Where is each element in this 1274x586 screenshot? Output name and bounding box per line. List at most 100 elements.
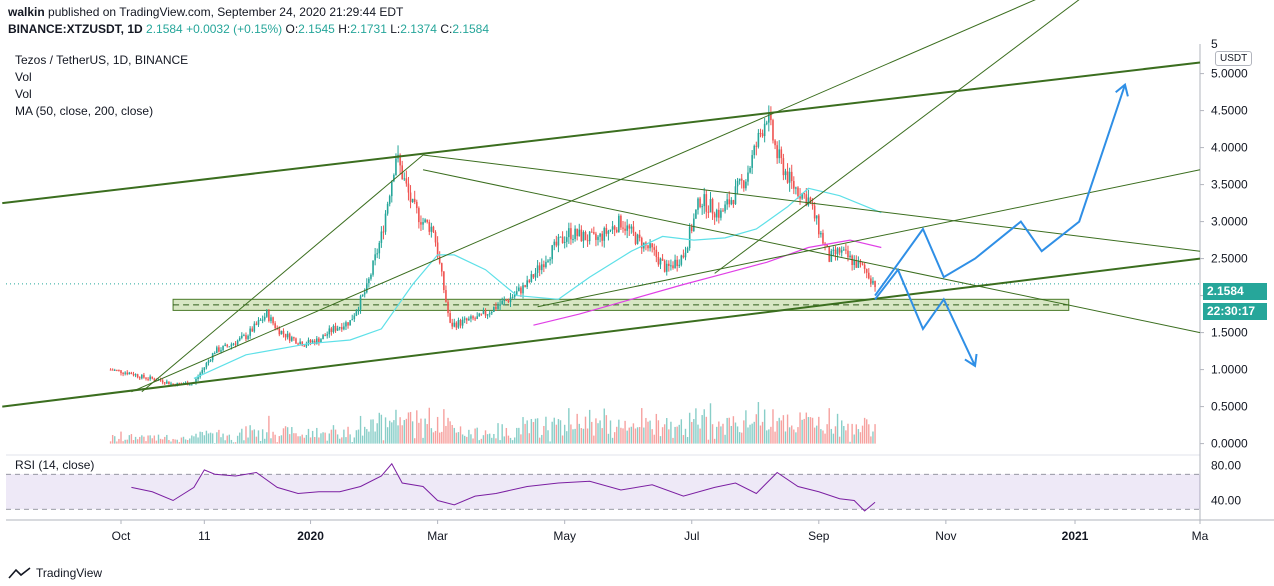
volume-bar <box>853 434 855 444</box>
volume-bar <box>443 409 445 444</box>
candle-body <box>418 208 420 223</box>
volume-bar <box>530 418 533 444</box>
price-tick-label-1: 0.5000 <box>1211 400 1248 414</box>
legend-ma[interactable]: MA (50, close, 200, close) <box>15 104 154 118</box>
volume-bar <box>513 437 516 444</box>
volume-bar <box>711 424 714 444</box>
candle-body <box>874 280 876 288</box>
candle-body <box>584 232 587 241</box>
volume-bar <box>791 425 793 444</box>
volume-bar <box>241 428 243 444</box>
candle-body <box>384 213 387 232</box>
candle-body <box>603 227 606 241</box>
candle-body <box>307 339 310 345</box>
candle-body <box>803 193 806 195</box>
candle-body <box>378 242 381 254</box>
time-label-8: 2021 <box>1062 529 1089 543</box>
volume-bar <box>653 434 655 444</box>
candle-body <box>830 250 833 262</box>
volume-bar <box>226 435 228 444</box>
candle-body <box>797 187 799 197</box>
candle-body <box>524 285 526 287</box>
legend-title[interactable]: Tezos / TetherUS, 1D, BINANCE <box>15 53 189 67</box>
volume-bar <box>666 418 668 444</box>
volume-bar <box>659 436 662 444</box>
candle-body <box>863 264 866 269</box>
candle-body <box>453 322 456 327</box>
candle-body <box>365 283 368 293</box>
volume-bar <box>134 436 137 444</box>
volume-bar <box>428 407 430 444</box>
volume-bar <box>734 422 737 444</box>
volume-bar <box>634 428 637 444</box>
high-label: H: <box>338 22 351 36</box>
candle-body <box>530 274 533 283</box>
candle-body <box>818 215 820 235</box>
author-name[interactable]: walkin <box>8 5 45 19</box>
volume-bar <box>201 432 203 444</box>
legend-rsi[interactable]: RSI (14, close) <box>15 458 95 472</box>
candle-body <box>359 296 362 310</box>
candle-body <box>361 294 364 297</box>
legend-vol-1[interactable]: Vol <box>15 70 32 84</box>
candle-body <box>159 379 162 381</box>
candle-body <box>270 317 272 322</box>
candle-body <box>765 122 768 124</box>
volume-bar <box>703 409 705 444</box>
candle-body <box>751 155 753 168</box>
volume-bar <box>401 425 403 444</box>
candle-body <box>532 274 535 278</box>
volume-bar <box>130 434 133 444</box>
candle-body <box>257 320 260 325</box>
volume-bar <box>355 430 358 444</box>
candle-body <box>205 362 208 368</box>
volume-bar <box>303 437 306 444</box>
volume-bar <box>380 414 383 444</box>
candle-body <box>722 210 724 212</box>
candle-body <box>726 199 728 205</box>
volume-bar <box>418 422 420 444</box>
volume-bar <box>328 433 330 444</box>
candle-body <box>320 339 322 343</box>
tradingview-logo[interactable]: TradingView <box>8 566 102 580</box>
volume-bar <box>255 436 258 444</box>
volume-bar <box>551 421 553 444</box>
volume-bar <box>851 423 853 444</box>
candle-body <box>322 335 324 340</box>
candle-body <box>255 323 258 325</box>
price-tick-label-9: 4.5000 <box>1211 104 1248 118</box>
candle-body <box>559 236 562 238</box>
legend-vol-2[interactable]: Vol <box>15 87 32 101</box>
candle-body <box>430 226 433 232</box>
candle-body <box>601 233 603 241</box>
volume-bar <box>147 435 149 444</box>
volume-bar <box>532 422 535 444</box>
volume-bar <box>691 421 693 444</box>
volume-bar <box>297 436 299 444</box>
volume-bar <box>763 409 766 444</box>
candle-body <box>572 239 574 241</box>
candle-body <box>865 268 868 273</box>
candle-body <box>443 271 445 290</box>
volume-bar <box>153 435 156 444</box>
volume-bar <box>286 427 289 444</box>
currency-badge[interactable]: USDT <box>1215 51 1253 66</box>
volume-bar <box>320 433 322 444</box>
volume-bar <box>441 431 443 444</box>
volume-bar <box>109 441 112 444</box>
volume-bar <box>393 420 395 444</box>
volume-bar <box>218 429 220 444</box>
volume-bar <box>224 440 226 444</box>
volume-bar <box>528 433 530 444</box>
candle-body <box>534 272 537 278</box>
candle-body <box>513 294 516 297</box>
candle-body <box>126 372 129 375</box>
volume-bar <box>376 423 378 444</box>
volume-bar <box>357 429 360 444</box>
trendline-descending-upper <box>422 154 1201 252</box>
candle-body <box>149 376 151 380</box>
volume-bar <box>482 435 485 444</box>
volume-bar <box>745 410 747 444</box>
volume-bar <box>759 425 762 444</box>
